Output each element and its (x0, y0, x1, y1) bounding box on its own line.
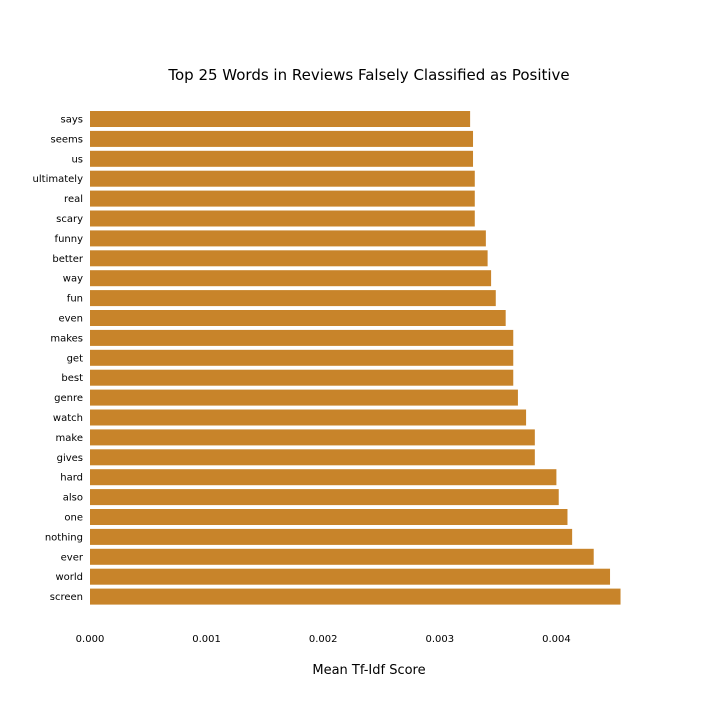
y-tick-label-seems: seems (51, 134, 83, 145)
y-tick-label-funny: funny (55, 234, 84, 245)
y-tick-label-nothing: nothing (45, 532, 83, 543)
bar-seems (90, 130, 474, 147)
y-tick-label-ultimately: ultimately (33, 174, 84, 185)
x-axis-label: Mean Tf-Idf Score (312, 663, 425, 678)
bar-makes (90, 329, 514, 346)
bar-real (90, 190, 475, 207)
y-tick-label-way: way (63, 274, 83, 285)
y-tick-label-fun: fun (67, 294, 83, 305)
y-tick-label-genre: genre (54, 393, 83, 404)
y-tick-label-us: us (71, 154, 83, 165)
y-tick-label-make: make (56, 433, 83, 444)
y-tick-label-best: best (61, 373, 83, 384)
bar-us (90, 150, 474, 167)
y-tick-label-one: one (64, 513, 83, 524)
bar-fun (90, 290, 496, 307)
y-tick-label-get: get (67, 353, 84, 364)
y-tick-label-hard: hard (60, 473, 83, 484)
bar-genre (90, 389, 518, 406)
x-tick-label-0.000: 0.000 (76, 634, 105, 645)
y-tick-label-screen: screen (50, 592, 83, 603)
y-tick-label-world: world (55, 572, 83, 583)
y-tick-label-also: also (63, 493, 83, 504)
bar-watch (90, 409, 527, 426)
x-tick-label-0.001: 0.001 (192, 634, 221, 645)
y-tick-label-says: says (61, 115, 83, 126)
bar-ever (90, 548, 594, 565)
x-tick-label-0.002: 0.002 (309, 634, 338, 645)
y-tick-label-gives: gives (57, 453, 83, 464)
bar-funny (90, 230, 486, 247)
x-tick-label-0.003: 0.003 (425, 634, 454, 645)
y-tick-label-watch: watch (53, 413, 83, 424)
bar-even (90, 310, 506, 326)
chart-title: Top 25 Words in Reviews Falsely Classifi… (167, 66, 569, 84)
x-tick-labels: 0.000 0.001 0.002 0.003 0.004 (76, 634, 571, 645)
y-tick-label-ever: ever (61, 552, 84, 563)
bar-world (90, 568, 611, 585)
bar-scary (90, 210, 475, 227)
bar-hard (90, 469, 557, 486)
y-tick-label-scary: scary (56, 214, 83, 225)
y-tick-label-real: real (64, 194, 83, 205)
x-tick-label-0.004: 0.004 (542, 634, 571, 645)
bar-says (90, 111, 471, 127)
y-tick-label-makes: makes (50, 333, 83, 344)
bar-screen (90, 588, 621, 605)
bar-ultimately (90, 170, 475, 187)
y-tick-label-better: better (52, 254, 83, 265)
bar-best (90, 369, 514, 386)
bar-get (90, 349, 514, 366)
bars-group (90, 111, 621, 605)
bar-nothing (90, 528, 573, 545)
bar-also (90, 489, 559, 506)
bar-gives (90, 449, 535, 466)
bar-better (90, 250, 488, 267)
bar-one (90, 509, 568, 525)
y-tick-labels: says seems us ultimately real scary funny bette… (33, 115, 84, 604)
bar-make (90, 429, 535, 446)
y-tick-label-even: even (58, 314, 83, 325)
bar-way (90, 270, 492, 287)
